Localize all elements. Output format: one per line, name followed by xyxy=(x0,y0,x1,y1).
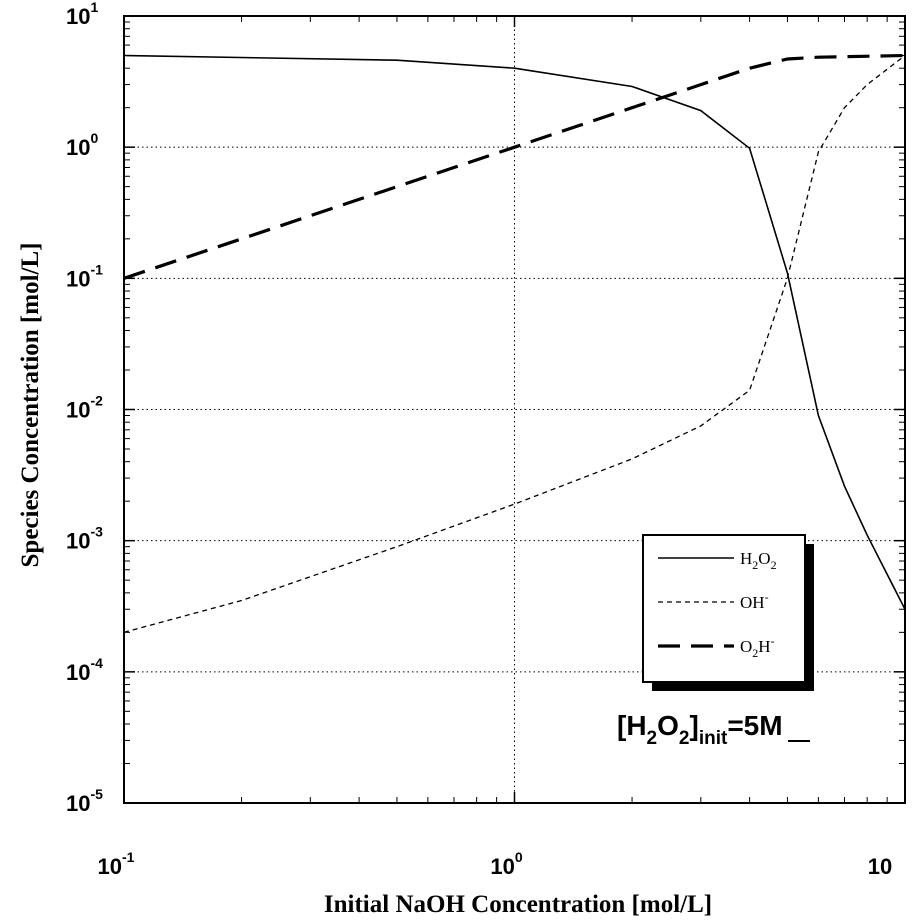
x-tick-label-base: 10 xyxy=(98,854,122,879)
x-tick-label-exponent: 0 xyxy=(515,849,523,865)
y-tick-label-exponent: 1 xyxy=(90,0,98,15)
y-tick-label: 100 xyxy=(66,130,98,160)
y-tick-label-base: 10 xyxy=(66,791,90,816)
series-line-short-dash xyxy=(124,54,905,633)
y-tick-label-base: 10 xyxy=(66,135,90,160)
annotation-part-4: =5M xyxy=(727,710,782,741)
series-line-solid xyxy=(124,54,905,610)
legend-label: O2H- xyxy=(740,634,775,660)
annotation-sub-2: 2 xyxy=(679,728,690,749)
annotation-part-1: [H xyxy=(617,710,647,741)
x-tick-label-exponent: -1 xyxy=(122,849,135,865)
legend-label-part: H xyxy=(758,637,770,656)
annotation-sub-1: 2 xyxy=(647,728,658,749)
series-layer xyxy=(124,53,905,633)
y-tick-label-base: 10 xyxy=(66,4,90,29)
x-tick-label: 10 xyxy=(868,854,892,879)
legend-label-sup: - xyxy=(771,634,775,648)
x-tick-label: 100 xyxy=(490,849,522,879)
y-tick-label: 10-3 xyxy=(66,524,103,554)
legend-label-part: O xyxy=(740,637,752,656)
y-tick-label-exponent: -3 xyxy=(90,524,103,540)
legend-label-part: OH xyxy=(740,593,765,612)
concentration-annotation: [H2O2]init=5M xyxy=(617,710,783,749)
x-tick-label-base: 10 xyxy=(868,854,892,879)
y-tick-label: 10-4 xyxy=(66,655,103,685)
y-tick-label-base: 10 xyxy=(66,398,90,423)
x-tick-label: 10-1 xyxy=(98,849,135,879)
y-tick-label-exponent: -1 xyxy=(90,261,103,277)
legend-label-sup: - xyxy=(765,590,769,604)
x-axis-title: Initial NaOH Concentration [mol/L] xyxy=(324,891,712,918)
plot-frame xyxy=(123,15,906,804)
y-tick-label: 10-5 xyxy=(66,786,103,816)
y-tick-label-base: 10 xyxy=(66,529,90,554)
y-tick-label-exponent: -5 xyxy=(90,786,103,802)
y-tick-label-exponent: -4 xyxy=(90,655,103,671)
x-tick-label-base: 10 xyxy=(490,854,514,879)
y-tick-label-base: 10 xyxy=(66,660,90,685)
legend-label: OH- xyxy=(740,590,769,612)
annotation-part-3: ] xyxy=(689,710,698,741)
legend-label-sub: 2 xyxy=(752,558,758,572)
legend-label-sub: 2 xyxy=(771,558,777,572)
y-tick-label: 10-2 xyxy=(66,393,103,423)
y-tick-label-base: 10 xyxy=(66,266,90,291)
y-tick-label-exponent: -2 xyxy=(90,393,103,409)
y-axis-title: Species Concentration [mol/L] xyxy=(17,243,44,568)
legend-label-part: O xyxy=(758,549,770,568)
legend-box xyxy=(642,534,806,683)
y-tick-label-exponent: 0 xyxy=(90,130,98,146)
legend-label-sub: 2 xyxy=(752,646,758,660)
y-tick-label: 101 xyxy=(66,0,98,29)
series-line-long-dash xyxy=(124,53,905,280)
y-tick-label: 10-1 xyxy=(66,261,103,291)
annotation-part-2: O xyxy=(657,710,679,741)
annotation-sub-3: init xyxy=(699,728,728,749)
legend-label-part: H xyxy=(740,549,752,568)
legend-label: H2O2 xyxy=(740,549,777,572)
